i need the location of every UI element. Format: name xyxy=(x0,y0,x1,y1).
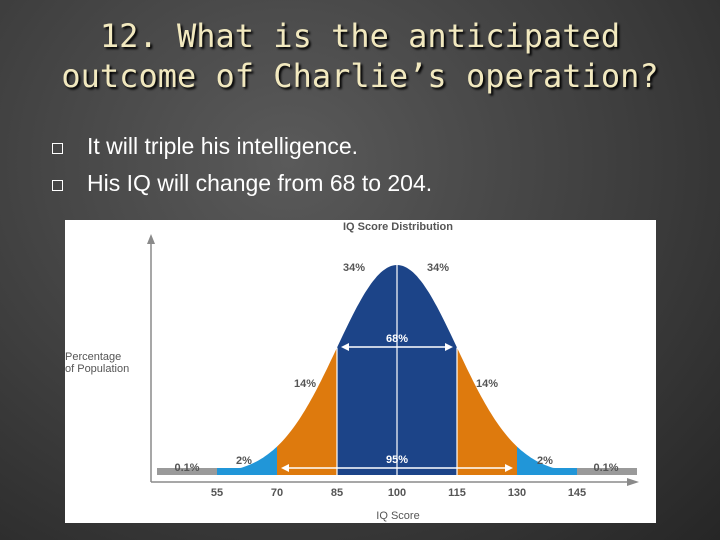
x-tick-label-85: 85 xyxy=(331,487,343,499)
region-1-fill xyxy=(217,446,277,475)
annotation-label-1: 95% xyxy=(386,454,408,466)
region-5-label: 14% xyxy=(476,378,498,390)
square-bullet-icon xyxy=(52,143,63,154)
x-axis-label: IQ Score xyxy=(376,510,419,522)
annotation-arrow-left-icon-1 xyxy=(281,464,289,472)
y-axis-label-line-0: Percentage xyxy=(65,351,121,363)
region-5-fill xyxy=(457,347,517,475)
square-bullet-icon xyxy=(52,180,63,191)
region-7-label: 0.1% xyxy=(593,462,618,474)
slide-title-line-2: outcome of Charlie’s operation? xyxy=(61,57,659,95)
region-3-fill xyxy=(337,265,397,475)
annotation-arrow-right-icon-1 xyxy=(505,464,513,472)
bullet-text: His IQ will change from 68 to 204. xyxy=(87,170,433,196)
region-7-fill xyxy=(577,468,637,475)
annotation-arrow-right-icon-0 xyxy=(445,343,453,351)
annotation-label-0: 68% xyxy=(386,333,408,345)
iq-distribution-chart: 68% 95% 0.1% 2% 14% 34% 34% 14% 2% 0.1% 55 70 85 100 1… xyxy=(65,220,656,523)
region-0-fill xyxy=(157,468,217,475)
annotation-arrow-left-icon-0 xyxy=(341,343,349,351)
region-3-label: 34% xyxy=(343,262,365,274)
region-6-label: 2% xyxy=(537,455,553,467)
slide-title-line-1: 12. What is the anticipated xyxy=(99,17,621,55)
x-tick-label-130: 130 xyxy=(508,487,526,499)
region-1-label: 2% xyxy=(236,455,252,467)
x-tick-label-55: 55 xyxy=(211,487,223,499)
chart-title: IQ Score Distribution xyxy=(343,221,453,233)
x-axis-arrow-icon xyxy=(627,478,639,486)
region-2-fill xyxy=(277,347,337,475)
region-4-fill xyxy=(397,265,457,475)
x-tick-label-115: 115 xyxy=(448,487,466,499)
x-tick-label-145: 145 xyxy=(568,487,586,499)
y-axis-label: Percentage of Population xyxy=(65,351,129,375)
region-6-fill xyxy=(517,446,577,475)
region-2-label: 14% xyxy=(294,378,316,390)
y-axis-label-line-1: of Population xyxy=(65,363,129,375)
region-0-label: 0.1% xyxy=(174,462,199,474)
x-tick-label-70: 70 xyxy=(271,487,283,499)
x-tick-label-100: 100 xyxy=(388,487,406,499)
y-axis-arrow-icon xyxy=(147,234,155,244)
bullet-text: It will triple his intelligence. xyxy=(87,133,359,159)
slide-title: 12. What is the anticipated outcome of C… xyxy=(40,16,680,96)
region-4-label: 34% xyxy=(427,262,449,274)
chart-svg: 68% 95% 0.1% 2% 14% 34% 34% 14% 2% 0.1% 55 70 85 100 1… xyxy=(65,221,639,522)
